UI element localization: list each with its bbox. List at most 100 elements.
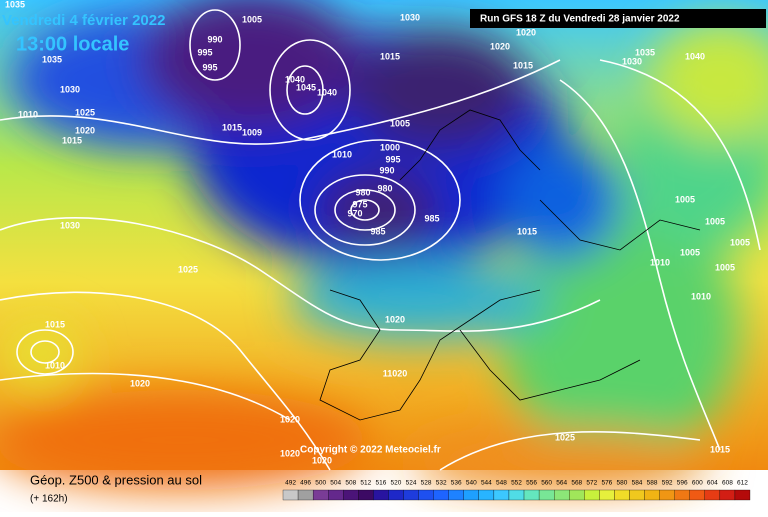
isobar-label: 1035 [5, 0, 25, 9]
scale-cell [343, 489, 359, 501]
scale-cell [704, 489, 721, 501]
scale-cell [689, 489, 705, 501]
isobar-label: 1000 [380, 142, 400, 152]
scale-label: 536 [451, 480, 462, 487]
scale-label: 524 [406, 480, 417, 487]
scale-cell [373, 489, 389, 501]
scale-cell [508, 489, 525, 501]
isobar-label: 995 [202, 62, 217, 72]
isobar-label: 1020 [280, 448, 300, 458]
scale-label: 500 [315, 480, 326, 487]
isobar-label: 1005 [730, 237, 750, 247]
scale-cell [538, 489, 555, 501]
isobar-label: 1015 [222, 122, 242, 132]
isobar-label: 1030 [60, 220, 80, 230]
isobar-label: 970 [347, 208, 362, 218]
scale-cell [614, 489, 630, 501]
isobar-label: 980 [377, 183, 392, 193]
scale-label: 552 [511, 480, 522, 487]
color-scale: 492 496 500 504 508 512 516 520 524 528 532 536 540 5… [282, 480, 751, 501]
coastlines [319, 109, 701, 421]
isobar-label: 1025 [178, 264, 198, 274]
scale-label: 548 [496, 480, 507, 487]
scale-label: 604 [707, 480, 718, 487]
coastline [459, 329, 641, 401]
scale-cell [629, 489, 645, 501]
scale-cell [569, 489, 585, 501]
isobar [189, 9, 241, 81]
isobar-label: 995 [385, 154, 400, 164]
isobars [0, 9, 761, 471]
scale-label: 608 [722, 480, 733, 487]
isobar-label: 1005 [715, 262, 735, 272]
scale-cell [719, 489, 736, 501]
isobar-label: 985 [370, 226, 385, 236]
scale-label: 496 [300, 480, 311, 487]
isobar-label: 1040 [685, 51, 705, 61]
isobar [350, 199, 380, 221]
scale-cell [297, 489, 314, 501]
isobar [299, 139, 461, 261]
scale-label: 576 [601, 480, 612, 487]
isobar [599, 59, 761, 251]
isobar [0, 217, 601, 332]
isobar-label: 1010 [332, 149, 352, 159]
scale-cell [644, 489, 660, 501]
isobar-label: 1010 [650, 257, 670, 267]
isobar-label: 1015 [62, 135, 82, 145]
isobar-label: 1020 [130, 378, 150, 388]
scale-cell [599, 489, 615, 501]
isobar-label: 1030 [622, 56, 642, 66]
run-box [470, 9, 766, 28]
isobar-label: 1005 [675, 194, 695, 204]
scale-cell [328, 489, 344, 501]
scale-cell [358, 489, 374, 501]
isobar-label: 1015 [380, 51, 400, 61]
scale-cell [584, 489, 600, 501]
isobar-label: 990 [379, 165, 394, 175]
isobar-labels: 1035103510301025102010151010103010251015… [5, 0, 750, 465]
isobar-label: 1020 [280, 414, 300, 424]
scale-cell [674, 489, 690, 501]
scale-label: 572 [586, 480, 597, 487]
isobar-label: 1015 [710, 444, 730, 454]
isobar-label: 1030 [400, 12, 420, 22]
scale-cell [403, 489, 419, 501]
isobar [269, 39, 351, 141]
isobar-label: 1020 [490, 41, 510, 51]
isobar [16, 329, 74, 375]
coastline [539, 199, 701, 251]
scale-cell [433, 489, 449, 501]
isobar-label: 1020 [385, 314, 405, 324]
isobar-label: 980 [355, 187, 370, 197]
scale-label: 580 [617, 480, 628, 487]
isobar [286, 65, 324, 115]
isobar-label: 1020 [312, 455, 332, 465]
scale-cell [734, 489, 751, 501]
coastline [399, 109, 541, 181]
scale-label: 540 [466, 480, 477, 487]
scale-cell [418, 489, 434, 501]
isobar-label: 1035 [42, 54, 62, 64]
isobar [439, 431, 701, 471]
isobar-label: 1020 [75, 125, 95, 135]
scale-label: 492 [285, 480, 296, 487]
scale-label: 564 [556, 480, 567, 487]
isobar-label: 1010 [691, 291, 711, 301]
isobar [30, 340, 60, 364]
footer-label: Géop. Z500 & pression au sol [30, 472, 202, 487]
isobar [334, 189, 396, 231]
isobar-label: 1010 [18, 109, 38, 119]
isobar-label: 1005 [242, 14, 262, 24]
geopotential-field [0, 0, 768, 490]
isobar-label: 1030 [60, 84, 80, 94]
scale-label: 560 [541, 480, 552, 487]
scale-label: 516 [375, 480, 386, 487]
isobar-label: 1020 [516, 27, 536, 37]
scale-cell [493, 489, 510, 501]
isobar [314, 174, 416, 246]
isobar-label: 1009 [242, 127, 262, 137]
isobar-label: 1015 [517, 226, 537, 236]
isobar-label: 985 [424, 213, 439, 223]
